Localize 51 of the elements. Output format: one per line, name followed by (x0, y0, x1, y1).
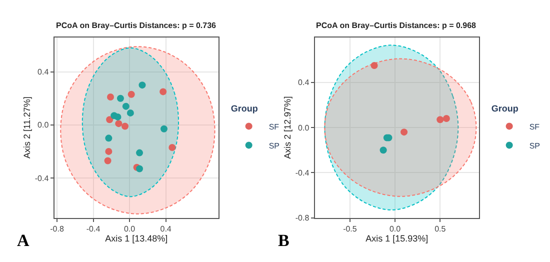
y-tick-label: 0.4 (38, 68, 50, 77)
y-tick-label: -0.8 (295, 214, 310, 223)
y-axis-title: Axis 2 [11.27%] (22, 96, 32, 158)
point (105, 134, 112, 142)
point (104, 157, 112, 164)
point (122, 102, 130, 110)
point (115, 120, 122, 128)
x-tick-label: -0.8 (50, 224, 64, 234)
legend-label: SP (268, 141, 280, 150)
legend-title: Group (491, 104, 519, 114)
point (370, 62, 378, 69)
x-tick-label: 0.5 (434, 224, 446, 234)
point (168, 144, 176, 151)
text: A (17, 231, 30, 250)
x-tick-label: 0.0 (389, 224, 402, 234)
y-tick-label: -0.4 (34, 174, 50, 183)
point (160, 88, 167, 96)
legend-title: Group (230, 104, 258, 114)
y-tick-label: -0.4 (295, 168, 310, 178)
point (116, 94, 124, 102)
y-tick-label: 0.0 (298, 123, 310, 132)
x-axis-title: Axis 1 [15.93%] (366, 233, 428, 244)
point (138, 82, 146, 89)
point (122, 122, 129, 130)
y-axis-title: Axis 2 [12.97%] (282, 96, 293, 159)
point (114, 113, 122, 120)
point (400, 128, 408, 136)
point (107, 94, 114, 101)
point (442, 115, 450, 122)
x-tick-label: -0.4 (86, 224, 101, 234)
x-tick-label: 0.4 (160, 224, 172, 234)
x-tick-label: 0.0 (124, 224, 136, 234)
x-axis-title: Axis 1 [13.48%] (105, 233, 168, 244)
point (105, 148, 112, 155)
point (380, 146, 387, 154)
point (136, 149, 144, 156)
y-tick-label: 0.0 (38, 120, 50, 130)
x-tick-label: -0.5 (343, 224, 358, 234)
point (106, 116, 114, 124)
text: B (278, 231, 290, 250)
point (436, 116, 444, 124)
legend-label: SF (529, 122, 540, 132)
legend-label: SP (529, 141, 540, 150)
legend-label: SF (268, 122, 280, 132)
y-tick-label: 0.4 (298, 78, 310, 88)
point (126, 109, 134, 116)
point (136, 165, 144, 172)
chart-title: PCoA on Bray–Curtis Distances: p = 0.736 (56, 21, 217, 30)
point (160, 125, 168, 132)
point (128, 90, 135, 98)
chart-title: PCoA on Bray–Curtis Distances: p = 0.968 (316, 21, 477, 30)
